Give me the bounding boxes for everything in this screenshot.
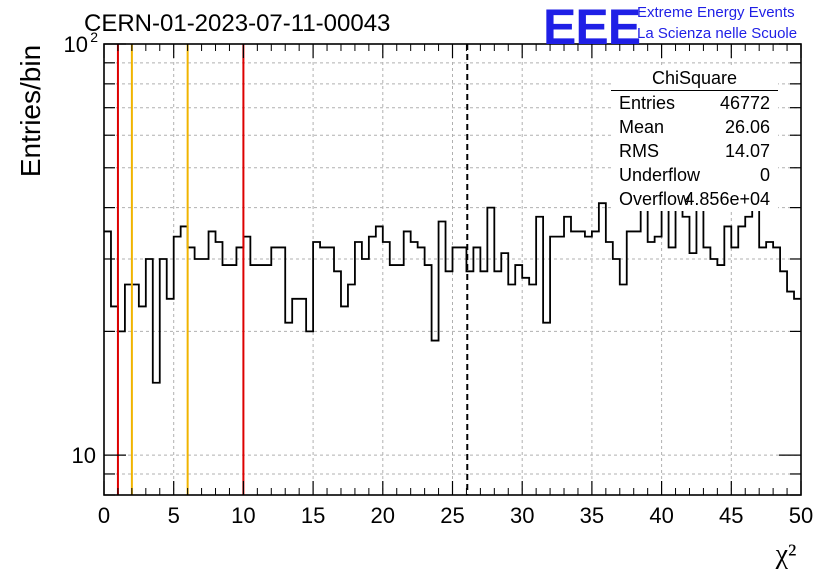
stat-row-underflow: Underflow 0 [611, 163, 778, 187]
logo-subtitle-2: La Scienza nelle Scuole [637, 25, 798, 42]
x-tick-label: 0 [98, 503, 110, 528]
stat-row-overflow: Overflow 4.856e+04 [611, 187, 778, 211]
stat-label: Overflow [619, 189, 691, 209]
logo-subtitle-1: Extreme Energy Events [637, 4, 795, 21]
stat-value: 0 [759, 165, 770, 185]
reference-lines [116, 44, 469, 495]
x-tick-label: 5 [168, 503, 180, 528]
stat-value: 4.856e+04 [684, 189, 770, 209]
x-tick-label: 25 [440, 503, 464, 528]
stat-label: Mean [619, 117, 665, 137]
y-tick-exponent: 2 [90, 29, 98, 45]
x-tick-label: 30 [510, 503, 534, 528]
y-tick-label: 10 [64, 32, 88, 57]
x-tick-label: 40 [649, 503, 673, 528]
stat-label: Underflow [619, 165, 701, 185]
y-axis-label: Entries/bin [15, 45, 46, 177]
stats-title: ChiSquare [611, 66, 778, 91]
eee-logo: EEE [543, 0, 641, 55]
x-tick-label: 50 [789, 503, 813, 528]
x-tick-label: 20 [371, 503, 395, 528]
stat-row-rms: RMS 14.07 [611, 139, 778, 163]
stat-label: RMS [619, 141, 659, 161]
y-tick-label: 10 [72, 443, 96, 468]
stats-box: ChiSquare Entries 46772 Mean 26.06 RMS 1… [611, 66, 778, 211]
plot-title: CERN-01-2023-07-11-00043 [84, 10, 391, 37]
stat-value: 14.07 [724, 141, 770, 161]
x-tick-label: 10 [231, 503, 255, 528]
stat-value: 46772 [719, 93, 770, 113]
stat-row-mean: Mean 26.06 [611, 115, 778, 139]
stat-row-entries: Entries 46772 [611, 91, 778, 115]
axis-ticks [103, 43, 802, 496]
x-tick-label: 15 [301, 503, 325, 528]
x-tick-label: 45 [719, 503, 743, 528]
stat-value: 26.06 [724, 117, 770, 137]
x-tick-label: 35 [580, 503, 604, 528]
x-axis-label: χ² [775, 539, 797, 570]
stat-label: Entries [619, 93, 676, 113]
